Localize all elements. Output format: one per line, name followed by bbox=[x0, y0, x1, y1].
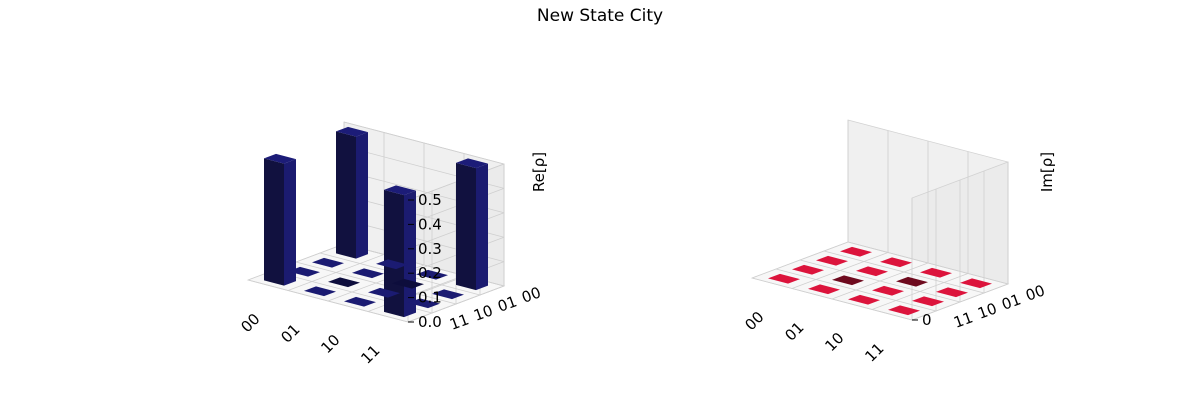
imaginary-part-bar-11-01 bbox=[936, 287, 968, 298]
imaginary-part-bar-00-00 bbox=[840, 246, 872, 257]
real-part-bar-00-01 bbox=[312, 257, 344, 268]
imaginary-part-bar-01-10 bbox=[832, 275, 864, 286]
imaginary-part-row-tick-10: 10 bbox=[821, 329, 847, 355]
imaginary-part-bar-00-10 bbox=[792, 264, 824, 275]
real-part-col-tick-11: 11 bbox=[447, 310, 471, 333]
imaginary-part-z-tick-labels: 0 bbox=[912, 311, 932, 329]
real-part-col-tick-10: 10 bbox=[471, 301, 495, 324]
real-part-bar-10-01 bbox=[392, 278, 424, 289]
real-part-row-tick-11: 11 bbox=[357, 341, 383, 367]
real-part-bar-00-11 bbox=[264, 153, 296, 286]
real-part-bar-11-01 bbox=[432, 289, 464, 300]
real-part-bars bbox=[264, 126, 488, 318]
imaginary-part-bar-01-00 bbox=[880, 257, 912, 268]
imaginary-part-col-tick-10: 10 bbox=[975, 299, 999, 322]
imaginary-part-bar-01-11 bbox=[808, 284, 840, 295]
real-part-z-tick-1: 0.1 bbox=[418, 289, 442, 307]
real-part-z-tick-3: 0.3 bbox=[418, 240, 442, 258]
real-part-z-axis-label: Re[ρ] bbox=[530, 152, 548, 192]
real-part-z-tick-0: 0.0 bbox=[418, 313, 442, 331]
real-part-row-tick-labels: 00 01 10 11 bbox=[237, 310, 383, 368]
imaginary-part-bar-11-00 bbox=[960, 278, 992, 289]
real-part-bar-10-00 bbox=[416, 269, 448, 280]
imaginary-part-col-tick-01: 01 bbox=[999, 290, 1023, 313]
imaginary-part-bar-01-01 bbox=[856, 266, 888, 277]
real-part-bar-11-00 bbox=[456, 158, 488, 291]
imaginary-part-z-axis-label: Im[ρ] bbox=[1038, 152, 1056, 192]
real-part-bar-01-10 bbox=[328, 277, 360, 288]
real-part-bar-00-10 bbox=[288, 266, 320, 277]
imaginary-part-bar-10-10 bbox=[872, 285, 904, 296]
imaginary-part-bar-10-01 bbox=[896, 276, 928, 287]
real-part-col-tick-01: 01 bbox=[495, 292, 519, 315]
imaginary-part-z-tick-0: 0 bbox=[922, 311, 932, 329]
imaginary-part-bar-11-10 bbox=[912, 296, 944, 307]
real-part-bar-01-11 bbox=[304, 286, 336, 297]
imaginary-part-row-tick-labels: 00 01 10 11 bbox=[741, 308, 887, 366]
imaginary-part-col-tick-00: 00 bbox=[1023, 281, 1047, 304]
imaginary-part-col-tick-11: 11 bbox=[951, 308, 975, 331]
imaginary-part-grid bbox=[751, 120, 1009, 321]
real-part-row-tick-10: 10 bbox=[317, 331, 343, 357]
real-part-z-tick-2: 0.2 bbox=[418, 264, 442, 282]
real-part-z-tick-5: 0.5 bbox=[418, 191, 442, 209]
real-part-bar-00-00 bbox=[336, 126, 368, 259]
real-part-bar-11-10 bbox=[408, 298, 440, 309]
imaginary-part-bars bbox=[768, 246, 992, 316]
real-part-z-tick-labels: 0.0 0.1 0.2 0.3 0.4 0.5 bbox=[408, 191, 442, 331]
real-part-row-tick-00: 00 bbox=[237, 310, 263, 336]
real-part-bar-01-01 bbox=[352, 268, 384, 279]
real-part-z-tick-4: 0.4 bbox=[418, 215, 442, 233]
imaginary-part-bar-11-11 bbox=[888, 305, 920, 316]
imaginary-part-bar-00-11 bbox=[768, 273, 800, 284]
real-part-bar-01-00 bbox=[376, 259, 408, 270]
real-part-col-tick-00: 00 bbox=[519, 283, 543, 306]
real-part-bar-10-11 bbox=[344, 296, 376, 307]
real-part-row-tick-01: 01 bbox=[277, 320, 303, 346]
imaginary-part-bar-10-00 bbox=[920, 267, 952, 278]
imaginary-part-bar-00-01 bbox=[816, 255, 848, 266]
real-part-bar-10-10 bbox=[368, 287, 400, 298]
imaginary-part-bar-10-11 bbox=[848, 294, 880, 305]
imaginary-part-row-tick-11: 11 bbox=[861, 339, 887, 365]
figure-title: New State City bbox=[536, 6, 664, 26]
imaginary-part-row-tick-00: 00 bbox=[741, 308, 767, 334]
imaginary-part-row-tick-01: 01 bbox=[781, 318, 807, 344]
